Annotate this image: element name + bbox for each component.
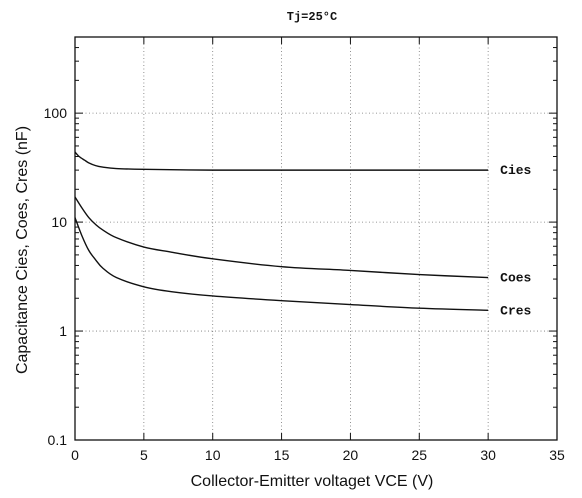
x-tick-label: 15 bbox=[274, 447, 290, 463]
x-tick-labels: 0 5 10 15 20 25 30 35 bbox=[71, 447, 565, 463]
series-layer bbox=[74, 151, 489, 312]
x-tick-label: 35 bbox=[549, 447, 565, 463]
x-tick-label: 30 bbox=[480, 447, 496, 463]
x-tick-label: 10 bbox=[205, 447, 221, 463]
chart-title: Tj=25°C bbox=[287, 10, 337, 24]
series-label-cres: Cres bbox=[500, 303, 531, 318]
series-line-cies bbox=[74, 151, 489, 171]
y-tick-label: 100 bbox=[44, 105, 68, 121]
x-tick-label: 0 bbox=[71, 447, 79, 463]
grid-lines bbox=[75, 37, 557, 440]
y-tick-labels: 0.1 1 10 100 bbox=[44, 105, 68, 448]
x-tick-label: 20 bbox=[343, 447, 359, 463]
y-tick-label: 0.1 bbox=[48, 432, 68, 448]
plot-border bbox=[74, 36, 558, 441]
x-tick-label: 5 bbox=[140, 447, 148, 463]
series-labels: Cies Coes Cres bbox=[500, 163, 531, 318]
y-tick-label: 1 bbox=[59, 323, 67, 339]
x-axis-label: Collector-Emitter voltaget VCE (V) bbox=[191, 473, 434, 490]
series-label-cies: Cies bbox=[500, 163, 531, 178]
series-label-coes: Coes bbox=[500, 271, 531, 286]
y-axis-label: Capacitance Cies, Coes, Cres (nF) bbox=[14, 126, 31, 374]
series-line-cres bbox=[74, 217, 489, 312]
series-line-coes bbox=[74, 196, 489, 279]
plot-frame bbox=[74, 36, 558, 441]
y-tick-label: 10 bbox=[51, 214, 67, 230]
x-tick-label: 25 bbox=[411, 447, 427, 463]
